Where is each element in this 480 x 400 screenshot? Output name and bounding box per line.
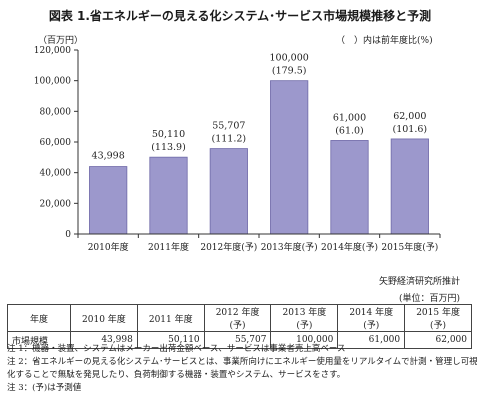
- y-tick-label: 20,000: [40, 199, 72, 209]
- x-axis: 2010年度 2011年度 2012年度(予) 2013年度(予) 2014年度(予) 2…: [77, 233, 441, 253]
- table-header-row: 年度 2010 年度 2011 年度 2012 年度(予) 2013 年度(予)…: [7, 304, 472, 332]
- y-tick-label: 100,000: [34, 77, 71, 87]
- table-header-cell: 年度: [7, 304, 71, 332]
- data-label: 62,000: [393, 111, 426, 122]
- footnote-3: 注 3：(予)は予測値: [7, 383, 82, 393]
- table-cell: 62,000: [404, 331, 472, 349]
- growth-label: (179.5): [272, 66, 307, 77]
- data-label: 61,000: [333, 112, 366, 123]
- footnote-1: 注 1：機器・装置、システムはメーカー出荷金額ベース、サービスは事業者売上高ベー…: [7, 344, 346, 354]
- data-table: 年度 2010 年度 2011 年度 2012 年度(予) 2013 年度(予)…: [7, 304, 472, 349]
- growth-label: (61.0): [335, 125, 364, 136]
- growth-label: (101.6): [393, 124, 428, 135]
- y-tick-label: 0: [65, 230, 71, 240]
- x-tick-label: 2014年度(予): [321, 241, 378, 253]
- footnotes: 注 1：機器・装置、システムはメーカー出荷金額ベース、サービスは事業者売上高ベー…: [7, 343, 477, 395]
- table-cell: 50,110: [136, 331, 205, 349]
- bar: [330, 140, 369, 235]
- y-axis-unit-label: （百万円）: [38, 36, 84, 46]
- bar: [390, 138, 429, 235]
- table-header-cell: 2010 年度: [70, 304, 138, 332]
- growth-rate-note: （ ）内は前年度比(%): [336, 36, 433, 46]
- bar-series: [89, 80, 429, 235]
- table-cell: 43,998: [70, 331, 138, 349]
- table-header-cell: 2014 年度(予): [337, 304, 406, 332]
- table-cell: 61,000: [337, 331, 406, 349]
- table-header-cell: 2012 年度(予): [203, 304, 272, 332]
- y-tick-label: 40,000: [40, 169, 72, 179]
- x-tick-label: 2015年度(予): [381, 241, 438, 253]
- growth-label: (113.9): [151, 142, 186, 153]
- x-tick-label: 2013年度(予): [261, 241, 318, 253]
- x-tick-label: 2010年度: [88, 241, 129, 253]
- footnote-2: 注 2：省エネルギーの見える化システム･サービスとは、事業所向けにエネルギー使用…: [7, 357, 477, 367]
- y-axis: 0 20,000 40,000 60,000 80,000 100,000 120,000: [34, 46, 79, 240]
- bar-chart: 020,00040,00060,00080,000100,000120,000 …: [34, 46, 441, 253]
- footnote-2-cont: 化することで無駄を発見したり、負荷制御する機器・装置やシステム、サービスをさす。: [7, 370, 346, 380]
- bar: [149, 156, 188, 235]
- table-row: 市場規模 43,998 50,110 55,707 100,000 61,000…: [7, 331, 472, 349]
- table-header-cell: 2013 年度(予): [270, 304, 339, 332]
- table-row-label: 市場規模: [7, 331, 71, 349]
- y-tick-label: 80,000: [40, 107, 72, 117]
- table-header-cell: 2015 年度(予): [404, 304, 472, 332]
- data-label: 100,000: [270, 53, 309, 64]
- chart-title: 図表 1.省エネルギーの見える化システム･サービス市場規模推移と予測: [48, 9, 432, 23]
- bar: [89, 166, 128, 235]
- table-unit-label: (単位：百万円): [398, 294, 460, 304]
- data-label: 43,998: [92, 151, 125, 162]
- table-cell: 55,707: [203, 331, 272, 349]
- bar: [209, 148, 248, 235]
- data-label: 50,110: [152, 129, 185, 140]
- source-credit: 矢野経済研究所推計: [378, 277, 460, 287]
- data-label: 55,707: [212, 121, 245, 132]
- x-tick-label: 2012年度(予): [200, 241, 257, 253]
- y-tick-label: 60,000: [40, 138, 72, 148]
- bar: [270, 80, 309, 235]
- table-header-cell: 2011 年度: [136, 304, 205, 332]
- growth-label: (111.2): [212, 134, 247, 145]
- x-tick-label: 2011年度: [148, 241, 189, 253]
- data-labels: 43,998 50,110 (113.9) 55,707 (111.2) 100,000 (…: [92, 53, 428, 162]
- y-tick-label: 120,000: [34, 46, 71, 56]
